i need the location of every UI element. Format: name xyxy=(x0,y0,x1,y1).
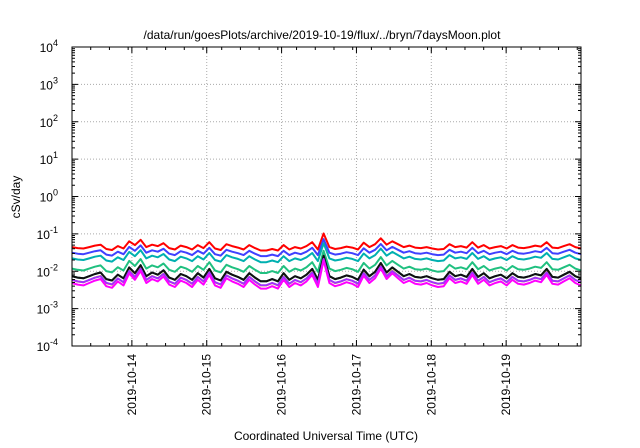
x-axis: 2019-10-14 2019-10-15 2019-10-16 2019-10-17… xyxy=(71,47,578,416)
series-line xyxy=(71,259,582,290)
y-tick-label: 100 xyxy=(40,188,58,205)
grid xyxy=(72,47,581,346)
series-line xyxy=(71,238,582,258)
x-tick-label: 2019-10-17 xyxy=(349,354,363,416)
y-tick-label: 10-3 xyxy=(37,300,58,317)
x-tick-label: 2019-10-15 xyxy=(200,354,214,416)
x-tick-label: 2019-10-14 xyxy=(125,354,139,416)
x-tick-label: 2019-10-18 xyxy=(424,354,438,416)
series-line xyxy=(71,249,582,274)
y-tick-label: 102 xyxy=(40,113,58,130)
x-tick-label: 2019-10-19 xyxy=(499,354,513,416)
series-layer xyxy=(71,232,582,290)
y-axis: 104 103 102 101 100 10-1 10-2 10-3 10-4 xyxy=(37,38,581,354)
y-axis-label: cSv/day xyxy=(9,176,23,219)
y-tick-label: 10-4 xyxy=(37,337,58,354)
x-tick-label: 2019-10-16 xyxy=(275,354,289,416)
chart-title: /data/run/goesPlots/archive/2019-10-19/f… xyxy=(144,28,502,42)
series-line xyxy=(71,242,582,264)
y-tick-label: 103 xyxy=(40,75,58,92)
y-tick-label: 104 xyxy=(40,38,58,55)
y-tick-label: 101 xyxy=(40,150,58,167)
x-axis-label: Coordinated Universal Time (UTC) xyxy=(234,429,418,443)
y-tick-label: 10-2 xyxy=(37,262,58,279)
series-line xyxy=(71,232,582,252)
y-tick-label: 10-1 xyxy=(37,225,58,242)
